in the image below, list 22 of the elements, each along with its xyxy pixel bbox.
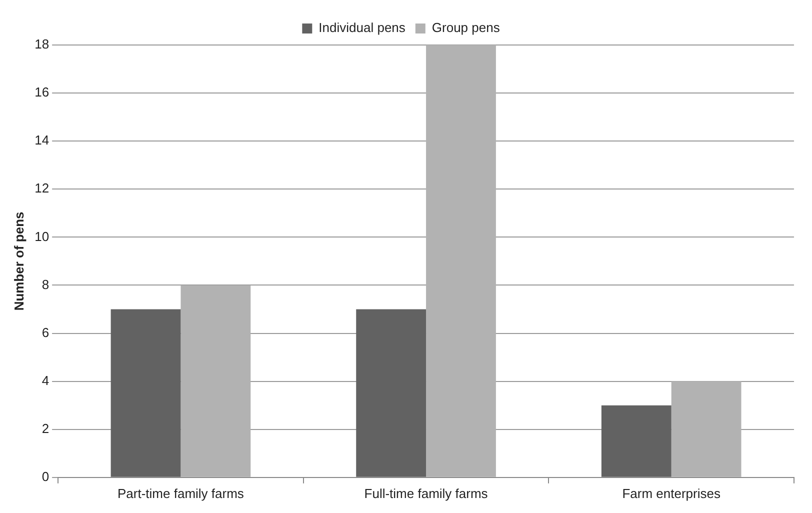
bar: [426, 45, 496, 477]
y-tick-label: 12: [34, 180, 50, 196]
y-tick-label: 2: [42, 420, 50, 436]
y-tick-label: 10: [34, 228, 50, 244]
x-tick-label: Part-time family farms: [118, 486, 244, 501]
x-tick-label: Farm enterprises: [622, 486, 721, 501]
bar: [110, 309, 181, 477]
y-tick-label: 14: [34, 132, 50, 148]
y-tick-label: 8: [42, 276, 50, 292]
y-tick-label: 16: [34, 84, 50, 100]
bar: [671, 381, 742, 477]
y-tick-label: 18: [34, 36, 50, 52]
legend-label: Individual pens: [318, 20, 406, 36]
y-axis-title: Number of pens: [11, 212, 26, 311]
legend-label: Group pens: [432, 20, 500, 36]
y-tick-label: 0: [42, 468, 50, 484]
bar: [180, 285, 251, 477]
bar: [601, 405, 672, 477]
bar: [356, 309, 426, 477]
x-tick-label: Full-time family farms: [364, 486, 488, 501]
y-tick-label: 6: [42, 324, 50, 340]
y-tick-label: 4: [42, 372, 50, 388]
